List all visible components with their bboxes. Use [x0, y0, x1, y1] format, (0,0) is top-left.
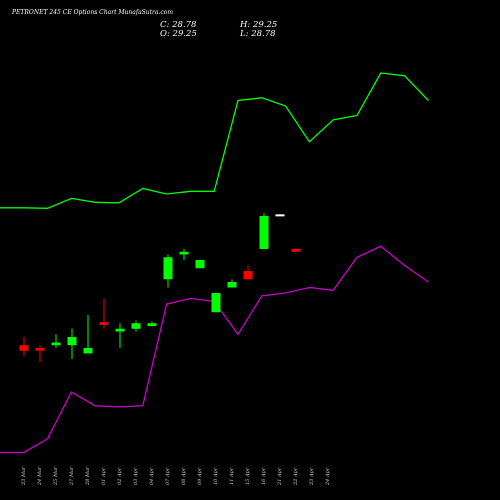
x-tick-label: 04 Apr [149, 467, 155, 485]
candle-body [83, 348, 93, 354]
candle-body [115, 328, 125, 332]
x-tick-label: 27 Mar [69, 466, 75, 485]
upper-line [0, 72, 429, 209]
candle-body [35, 348, 45, 351]
x-tick-label: 28 Mar [85, 466, 91, 485]
x-tick-label: 08 Apr [181, 467, 187, 485]
x-tick-label: 02 Apr [117, 467, 123, 485]
candle-body [195, 260, 205, 269]
candle-body [179, 251, 189, 255]
x-tick-label: 24 Apr [325, 467, 331, 485]
x-tick-label: 25 Mar [53, 466, 59, 485]
x-tick-label: 10 Apr [213, 467, 219, 485]
candle-body [275, 214, 285, 217]
low-value: L: 28.78 [240, 29, 276, 39]
x-tick-label: 09 Apr [197, 467, 203, 485]
candle-body [131, 323, 141, 329]
close-value: C: 28.78 [160, 20, 197, 30]
candle-body [291, 249, 301, 252]
x-tick-label: 24 Mar [37, 466, 43, 485]
candle-body [67, 337, 77, 346]
candle-body [51, 342, 61, 346]
chart-title: PETRONET 245 CE Options Chart MunafaSutr… [12, 9, 174, 16]
x-tick-label: 21 Apr [277, 467, 283, 485]
x-tick-label: 15 Apr [245, 467, 251, 485]
candle-body [211, 293, 221, 313]
open-value: O: 29.25 [160, 29, 197, 39]
x-tick-label: 01 Apr [101, 467, 107, 485]
candle-body [19, 345, 29, 351]
x-tick-label: 03 Apr [133, 467, 139, 485]
candle-body [227, 282, 237, 288]
x-tick-label: 16 Apr [261, 467, 267, 485]
candle-body [147, 323, 157, 326]
candle-body [163, 257, 173, 280]
x-tick-label: 22 Apr [293, 467, 299, 485]
high-value: H: 29.25 [240, 20, 278, 30]
candle-body [99, 322, 109, 325]
lower-line [0, 245, 429, 454]
x-tick-label: 23 Mar [21, 466, 27, 485]
candle-body [243, 271, 253, 280]
x-tick-label: 11 Apr [229, 467, 235, 485]
x-tick-label: 23 Apr [309, 467, 315, 485]
x-tick-label: 07 Apr [165, 467, 171, 485]
candle-body [259, 216, 269, 249]
